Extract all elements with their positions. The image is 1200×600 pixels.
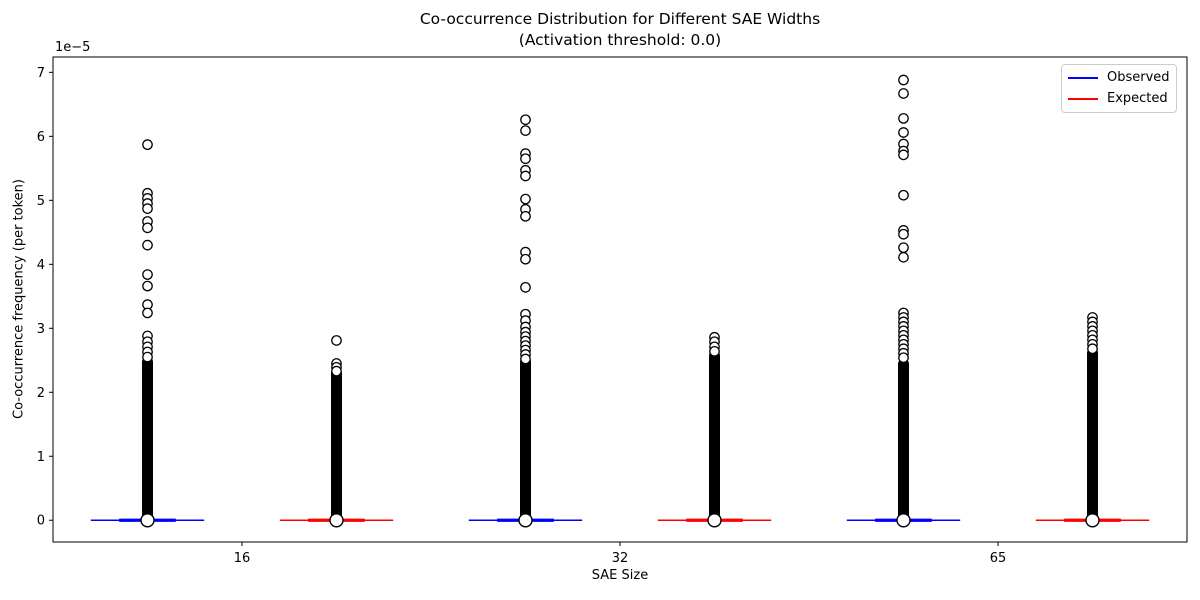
chart-subtitle: (Activation threshold: 0.0) xyxy=(518,31,722,49)
axes-frame xyxy=(52,56,1188,543)
dense-flier-column-observed-32 xyxy=(520,356,531,521)
flier-observed-32 xyxy=(520,114,531,126)
flier-expected-16 xyxy=(331,365,342,377)
zero-flier-expected-65 xyxy=(1085,513,1100,528)
legend-item-expected: Expected xyxy=(1068,92,1168,106)
y-axis-label: Co-occurrence frequency (per token) xyxy=(11,179,27,419)
flier-observed-16 xyxy=(142,222,153,234)
y-tick-label: 1 xyxy=(37,450,45,465)
x-tick-label: 65 xyxy=(990,551,1007,566)
flier-expected-16 xyxy=(331,335,342,346)
zero-flier-observed-32 xyxy=(518,513,533,528)
flier-observed-32 xyxy=(520,170,531,182)
chart-title: Co-occurrence Distribution for Different… xyxy=(419,10,821,28)
y-axis-offset-label: 1e−5 xyxy=(55,40,91,55)
y-tick-label: 4 xyxy=(37,258,45,273)
flier-expected-65 xyxy=(1087,343,1098,355)
legend-expected-line-swatch xyxy=(1068,98,1098,100)
flier-observed-32 xyxy=(520,353,531,365)
flier-observed-16 xyxy=(142,307,153,319)
dense-flier-column-observed-16 xyxy=(142,356,153,521)
flier-observed-32 xyxy=(520,253,531,265)
dense-flier-column-observed-65 xyxy=(898,358,909,521)
flier-observed-32 xyxy=(520,153,531,165)
legend-item-observed: Observed xyxy=(1068,70,1170,85)
chart-title-block: Co-occurrence Distribution for Different… xyxy=(53,9,1187,51)
flier-expected-32 xyxy=(709,345,720,357)
flier-observed-65 xyxy=(898,113,909,124)
zero-flier-expected-16 xyxy=(329,513,344,528)
y-tick-label: 2 xyxy=(37,386,45,401)
y-tick-label: 0 xyxy=(37,514,45,529)
zero-flier-observed-65 xyxy=(896,513,911,528)
y-tick-label: 5 xyxy=(37,194,45,209)
flier-observed-65 xyxy=(898,189,909,201)
flier-observed-32 xyxy=(520,125,531,136)
dense-flier-column-expected-32 xyxy=(709,350,720,521)
legend-expected-label: Expected xyxy=(1107,91,1168,106)
flier-observed-16 xyxy=(142,280,153,292)
x-axis-label: SAE Size xyxy=(591,568,649,583)
x-tick-label: 16 xyxy=(234,551,251,566)
flier-observed-16 xyxy=(142,269,153,280)
flier-observed-65 xyxy=(898,74,909,86)
flier-observed-65 xyxy=(898,127,909,138)
flier-observed-32 xyxy=(520,281,531,293)
dense-flier-column-expected-16 xyxy=(331,368,342,521)
legend-observed-line-swatch xyxy=(1068,77,1098,79)
y-tick-label: 6 xyxy=(37,130,45,145)
zero-flier-observed-16 xyxy=(140,513,155,528)
legend-observed-label: Observed xyxy=(1107,70,1170,85)
y-tick-label: 3 xyxy=(37,322,45,337)
flier-observed-32 xyxy=(520,210,531,222)
zero-flier-expected-32 xyxy=(707,513,722,528)
y-tick-label: 7 xyxy=(37,66,45,81)
flier-observed-16 xyxy=(142,239,153,251)
flier-observed-65 xyxy=(898,352,909,364)
flier-observed-65 xyxy=(898,242,909,254)
flier-observed-16 xyxy=(142,203,153,214)
flier-observed-16 xyxy=(142,139,153,151)
x-tick-label: 32 xyxy=(612,551,629,566)
flier-observed-65 xyxy=(898,149,909,161)
flier-observed-65 xyxy=(898,251,909,263)
flier-observed-16 xyxy=(142,351,153,363)
legend: Observed Expected xyxy=(1061,64,1177,113)
flier-observed-65 xyxy=(898,228,909,240)
flier-observed-32 xyxy=(520,193,531,205)
dense-flier-column-expected-65 xyxy=(1087,347,1098,521)
flier-observed-65 xyxy=(898,88,909,99)
